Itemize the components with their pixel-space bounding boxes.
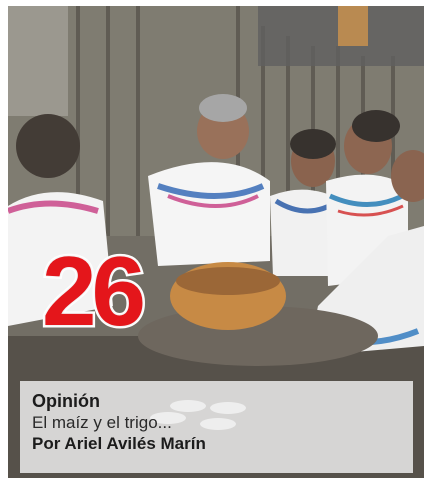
article-category[interactable]: Opinión	[32, 391, 100, 411]
article-photo[interactable]	[8, 6, 424, 478]
article-author[interactable]: Por Ariel Avilés Marín	[32, 434, 206, 453]
ranking-number: 26	[39, 236, 148, 346]
article-card[interactable]: 26 Opinión El maíz y el trigo... Por Ari…	[8, 6, 424, 478]
article-headline[interactable]: El maíz y el trigo...	[32, 413, 172, 432]
article-caption[interactable]: Opinión El maíz y el trigo... Por Ariel …	[20, 381, 413, 473]
